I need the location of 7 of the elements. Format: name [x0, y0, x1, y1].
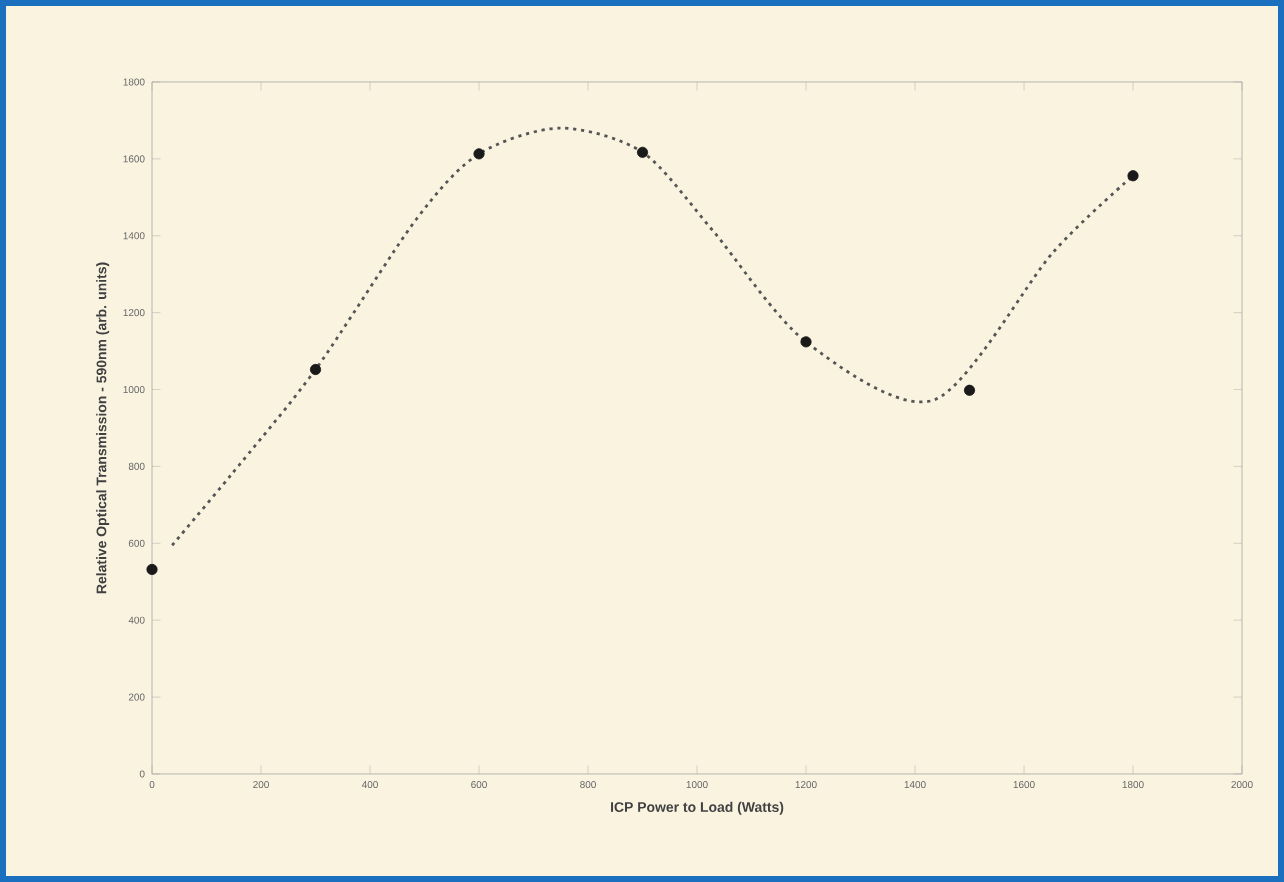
point [800, 336, 812, 348]
point [309, 363, 322, 376]
point [1127, 170, 1139, 182]
point [473, 148, 485, 160]
point [146, 563, 158, 576]
point [963, 384, 976, 396]
point [636, 146, 649, 158]
